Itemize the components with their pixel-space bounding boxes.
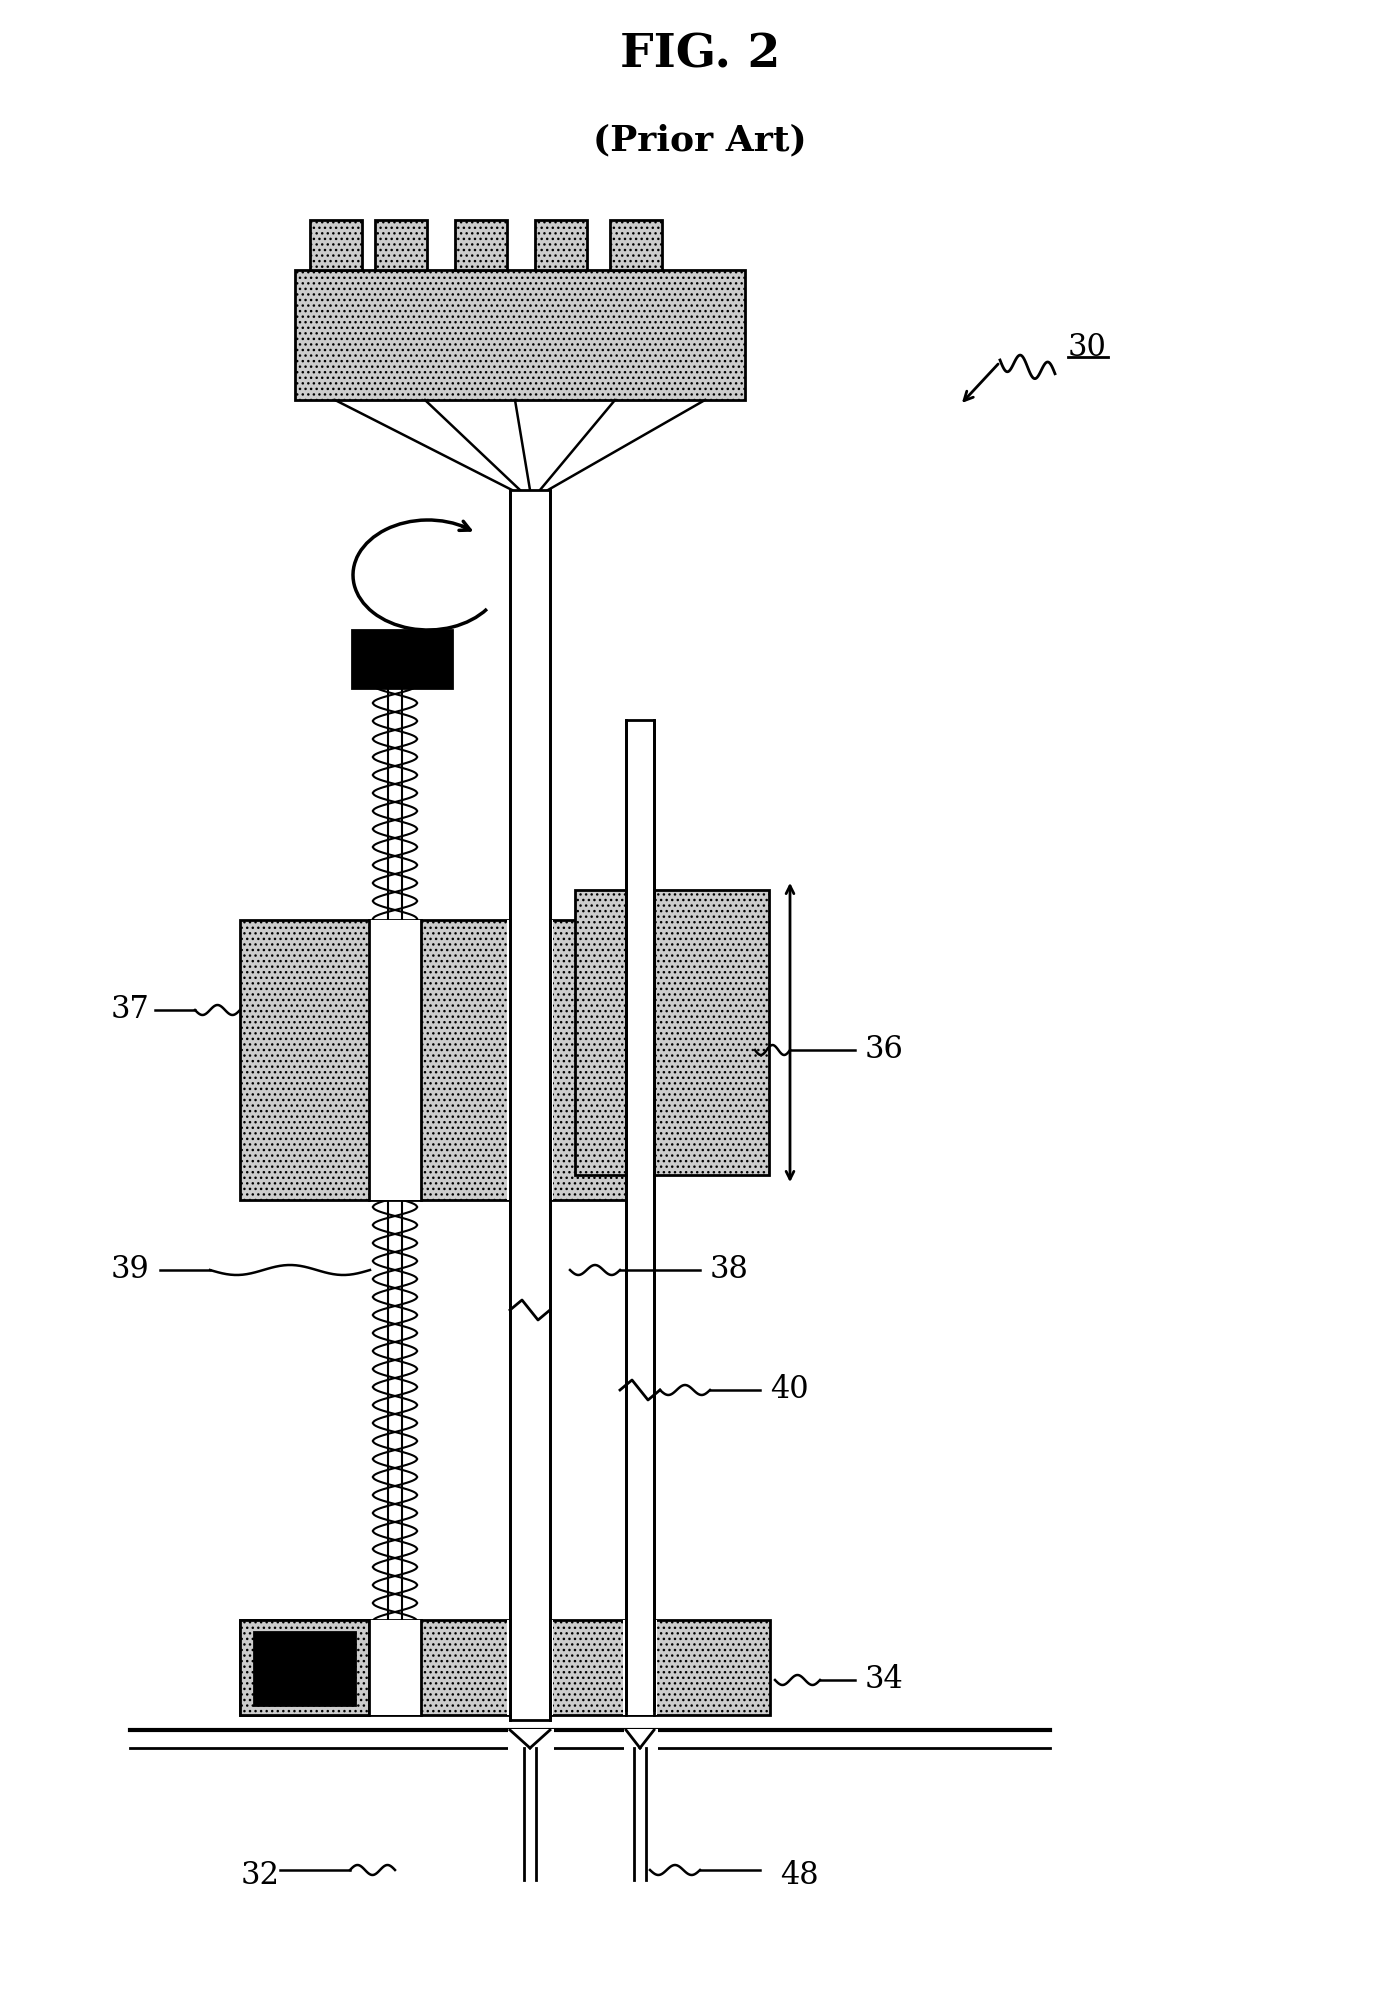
Bar	[626, 890, 654, 1175]
Bar	[624, 1729, 658, 1751]
Bar	[351, 630, 452, 688]
Bar	[239, 1621, 370, 1715]
Bar	[623, 1621, 657, 1715]
Bar	[535, 220, 587, 270]
Text: 30: 30	[1068, 332, 1107, 364]
Bar	[239, 1621, 770, 1715]
Text: 37: 37	[111, 994, 150, 1025]
Text: 36: 36	[865, 1035, 904, 1065]
Text: 34: 34	[865, 1665, 904, 1695]
Bar	[507, 1621, 553, 1715]
Bar	[626, 720, 654, 1711]
Bar	[370, 1621, 421, 1715]
Bar	[610, 220, 662, 270]
Bar	[654, 890, 769, 1175]
Text: 32: 32	[241, 1859, 280, 1891]
Text: FIG. 2: FIG. 2	[620, 32, 780, 78]
Bar	[510, 490, 550, 1721]
Text: 40: 40	[770, 1375, 809, 1405]
Text: 38: 38	[710, 1255, 749, 1285]
Bar	[253, 1633, 356, 1705]
Bar	[239, 920, 630, 1201]
Bar	[375, 220, 427, 270]
Bar	[508, 1729, 554, 1751]
Text: 48: 48	[780, 1859, 819, 1891]
Text: 39: 39	[111, 1255, 150, 1285]
Bar	[507, 920, 553, 1201]
Bar	[370, 920, 421, 1201]
Bar	[309, 220, 363, 270]
Bar	[295, 270, 745, 400]
Bar	[575, 890, 626, 1175]
Text: (Prior Art): (Prior Art)	[594, 122, 806, 156]
Bar	[455, 220, 507, 270]
